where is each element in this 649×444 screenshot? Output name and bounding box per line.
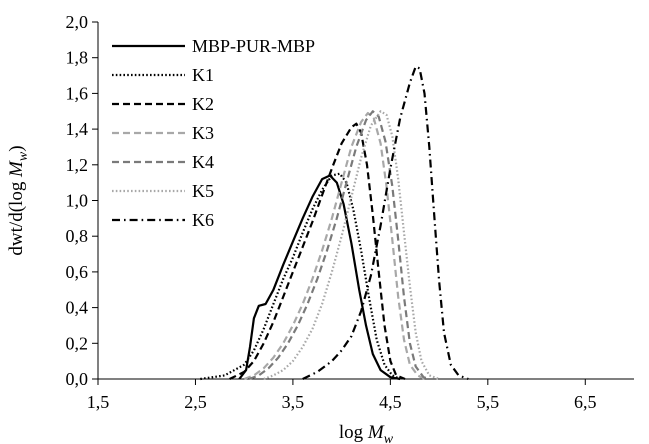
x-tick-label: 6,5 [574,392,597,412]
y-tick-label: 0,4 [66,298,89,318]
y-tick-label: 2,0 [66,12,89,32]
y-tick-label: 0,0 [66,369,89,389]
series-line-mbp-pur-mbp [238,174,401,381]
legend-label: MBP-PUR-MBP [192,36,315,56]
y-tick-label: 1,4 [66,119,89,139]
series-line-k3 [243,111,426,381]
y-tick-label: 1,2 [66,155,89,175]
series-lines [200,65,469,381]
y-tick-label: 1,6 [66,83,89,103]
y-tick-label: 1,8 [66,48,89,68]
legend-label: K2 [192,94,214,114]
x-tick-label: 3,5 [282,392,305,412]
y-tick-label: 1,0 [66,191,89,211]
y-tick-label: 0,6 [66,262,89,282]
legend: MBP-PUR-MBP K1 K2 K3 K4 K5 K6 [112,36,315,230]
legend-label: K1 [192,65,214,85]
series-line-k4 [248,110,430,381]
y-axis: 0,0 0,2 0,4 0,6 0,8 1,0 1,2 1,4 1,6 1,8 2,0 [66,12,99,389]
legend-label: K4 [192,152,214,172]
y-tick-label: 0,8 [66,226,89,246]
x-tick-label: 2,5 [184,392,207,412]
legend-label: K3 [192,123,214,143]
x-tick-label: 5,5 [477,392,500,412]
y-axis-title: dwt/d(log Mw) [6,145,31,255]
x-axis: 1,5 2,5 3,5 4,5 5,5 6,5 [87,378,634,412]
y-tick-label: 0,2 [66,333,89,353]
series-line-k6 [302,65,469,381]
x-tick-label: 1,5 [87,392,110,412]
series-line-k2 [229,122,406,381]
series-line-k5 [263,110,440,381]
legend-label: K5 [192,181,214,201]
legend-label: K6 [192,210,214,230]
x-axis-title: log Mw [339,422,394,444]
x-tick-label: 4,5 [379,392,402,412]
